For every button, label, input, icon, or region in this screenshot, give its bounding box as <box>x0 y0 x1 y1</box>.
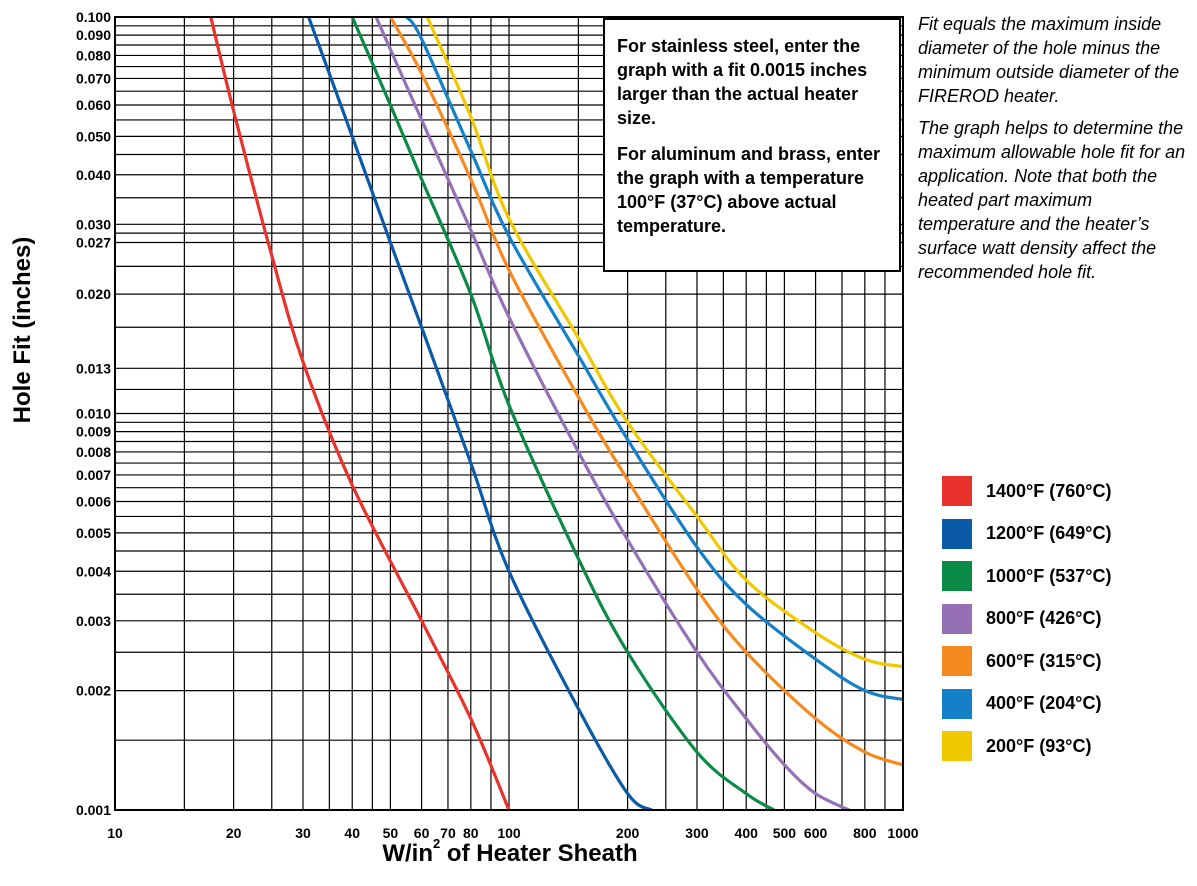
x-tick-label: 600 <box>804 825 828 841</box>
series-line-600f <box>389 16 904 767</box>
legend-swatch <box>942 688 972 719</box>
legend-swatch <box>942 561 972 592</box>
y-tick-label: 0.040 <box>76 167 111 183</box>
x-tick-label: 20 <box>226 825 242 841</box>
y-tick-label: 0.003 <box>76 613 111 629</box>
x-tick-label: 1000 <box>887 825 918 841</box>
y-tick-label: 0.050 <box>76 128 111 144</box>
x-tick-label: 40 <box>344 825 360 841</box>
legend-item-200f: 200°F (93°C) <box>942 725 1192 768</box>
legend-swatch <box>942 731 972 762</box>
legend-swatch <box>942 646 972 677</box>
aluminum-brass-note: For aluminum and brass, enter the graph … <box>617 144 881 236</box>
x-tick-label: 50 <box>383 825 399 841</box>
series-line-1400f <box>209 16 511 811</box>
y-tick-label: 0.013 <box>76 360 111 376</box>
legend-label: 400°F (204°C) <box>986 693 1102 714</box>
x-tick-label: 10 <box>107 825 123 841</box>
legend-item-800f: 800°F (426°C) <box>942 598 1192 641</box>
x-tick-label: 800 <box>853 825 877 841</box>
legend-item-1400f: 1400°F (760°C) <box>942 470 1192 513</box>
x-tick-label: 70 <box>440 825 456 841</box>
series-line-1000f <box>350 16 775 812</box>
x-axis-label-rest: of Heater Sheath <box>440 840 638 867</box>
y-tick-label: 0.010 <box>76 406 111 422</box>
y-tick-labels: 0.001 0.002 0.003 0.004 0.005 0.006 0.007 0.008… <box>76 9 111 818</box>
x-tick-label: 400 <box>735 825 759 841</box>
x-tick-label: 300 <box>685 825 709 841</box>
x-tick-label: 30 <box>295 825 311 841</box>
legend-item-600f: 600°F (315°C) <box>942 640 1192 683</box>
y-tick-label: 0.009 <box>76 424 111 440</box>
axis-frame <box>114 16 904 811</box>
y-tick-label: 0.020 <box>76 286 111 302</box>
graph-purpose-note: The graph helps to determine the maximum… <box>918 118 1186 282</box>
series-line-800f <box>374 16 850 812</box>
legend-label: 1000°F (537°C) <box>986 565 1112 586</box>
x-tick-label: 500 <box>773 825 797 841</box>
legend-item-1000f: 1000°F (537°C) <box>942 555 1192 598</box>
series-line-200f <box>425 16 904 669</box>
legend-item-1200f: 1200°F (649°C) <box>942 513 1192 556</box>
stainless-steel-note: For stainless steel, enter the graph wit… <box>617 36 868 128</box>
legend-label: 600°F (315°C) <box>986 650 1102 671</box>
x-axis-label: W/in2 of Heater Sheath <box>300 836 720 868</box>
series-line-1200f <box>307 16 653 812</box>
legend-label: 800°F (426°C) <box>986 608 1102 629</box>
y-tick-label: 0.100 <box>76 9 111 25</box>
x-tick-label: 80 <box>463 825 479 841</box>
series-lines <box>209 15 904 812</box>
x-tick-label: 60 <box>414 825 430 841</box>
x-axis-label-main: W/in <box>382 840 434 867</box>
y-tick-label: 0.004 <box>76 563 111 579</box>
series-line-400f <box>405 15 904 702</box>
x-tick-label: 100 <box>497 825 521 841</box>
x-tick-label: 200 <box>616 825 640 841</box>
y-tick-label: 0.006 <box>76 493 111 509</box>
y-tick-label: 0.002 <box>76 683 111 699</box>
y-tick-label: 0.060 <box>76 97 111 113</box>
y-tick-label: 0.070 <box>76 70 111 86</box>
y-tick-label: 0.030 <box>76 216 111 232</box>
y-tick-label: 0.080 <box>76 47 111 63</box>
y-axis-label: Hole Fit (inches) <box>9 236 36 424</box>
y-tick-label: 0.005 <box>76 525 111 541</box>
y-tick-label: 0.027 <box>76 234 111 250</box>
legend-label: 1200°F (649°C) <box>986 523 1112 544</box>
instructions-box: For stainless steel, enter the graph wit… <box>603 18 901 272</box>
legend-item-400f: 400°F (204°C) <box>942 683 1192 726</box>
x-tick-labels: 10 20 30 40 50 60 70 80 100 200 300 400 500 600 800 100… <box>107 825 919 841</box>
y-tick-label: 0.008 <box>76 444 111 460</box>
legend-swatch <box>942 603 972 634</box>
plot-border <box>114 16 904 811</box>
x-axis-label-superscript: 2 <box>433 836 441 851</box>
y-tick-label: 0.001 <box>76 802 111 818</box>
y-tick-label: 0.090 <box>76 27 111 43</box>
legend-label: 200°F (93°C) <box>986 735 1092 756</box>
y-tick-label: 0.007 <box>76 467 111 483</box>
fit-definition-note: Fit equals the maximum inside diameter o… <box>918 14 1180 106</box>
side-notes: Fit equals the maximum inside diameter o… <box>918 12 1192 292</box>
y-axis-label-wrap: Hole Fit (inches) <box>6 180 40 480</box>
legend-swatch <box>942 518 972 549</box>
legend-label: 1400°F (760°C) <box>986 480 1112 501</box>
legend-swatch <box>942 476 972 507</box>
legend: 1400°F (760°C) 1200°F (649°C) 1000°F (53… <box>942 470 1192 768</box>
